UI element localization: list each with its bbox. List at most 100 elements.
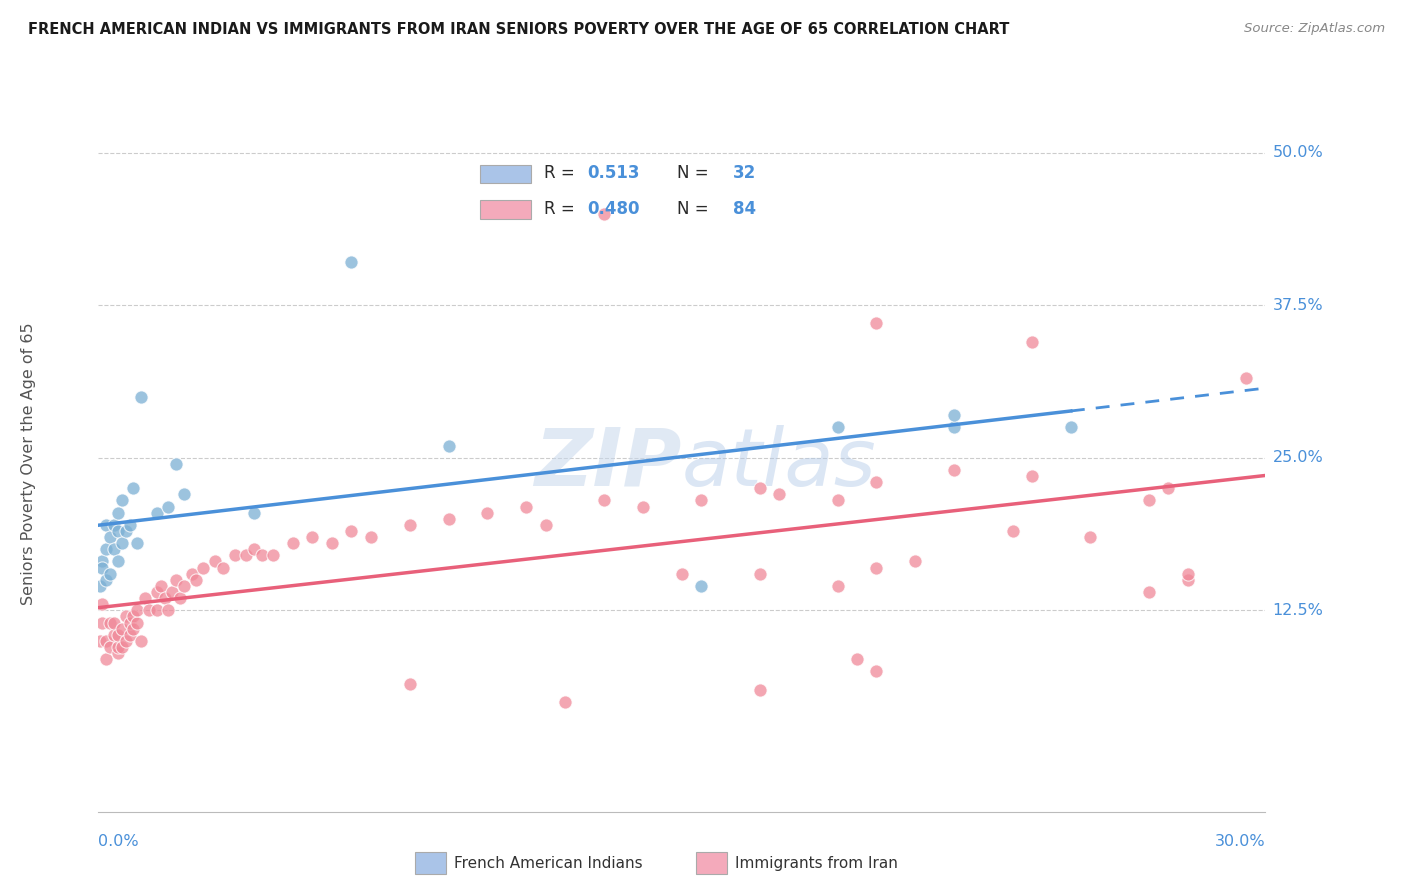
Point [250, 549, 273, 563]
Point [477, 506, 499, 520]
Point [534, 517, 557, 532]
Point [91, 554, 114, 568]
Point [173, 487, 195, 501]
Point [149, 579, 172, 593]
Point [96, 573, 118, 587]
Point [301, 530, 323, 544]
Text: French American Indians: French American Indians [454, 855, 643, 871]
Text: FRENCH AMERICAN INDIAN VS IMMIGRANTS FROM IRAN SENIORS POVERTY OVER THE AGE OF 6: FRENCH AMERICAN INDIAN VS IMMIGRANTS FRO… [28, 22, 1010, 37]
Point [162, 585, 184, 599]
Point [111, 536, 134, 550]
Text: 25.0%: 25.0% [1272, 450, 1323, 466]
Point [690, 579, 713, 593]
Point [165, 573, 187, 587]
Point [169, 591, 191, 606]
Point [554, 695, 576, 709]
Text: 0.0%: 0.0% [98, 834, 139, 849]
Point [243, 542, 266, 557]
Point [1137, 585, 1160, 599]
Point [111, 493, 134, 508]
Point [107, 554, 129, 568]
Point [91, 615, 114, 630]
Point [107, 640, 129, 654]
Point [1177, 573, 1199, 587]
Point [865, 475, 887, 490]
Text: 84: 84 [733, 200, 756, 218]
Point [1080, 530, 1102, 544]
Point [398, 676, 420, 690]
Text: atlas: atlas [682, 425, 877, 503]
Point [118, 615, 141, 630]
Point [114, 633, 136, 648]
Point [340, 255, 363, 269]
Point [1060, 420, 1083, 434]
Point [127, 536, 149, 550]
Point [134, 591, 156, 606]
Point [122, 622, 145, 636]
Point [107, 524, 129, 538]
Text: 30.0%: 30.0% [1215, 834, 1265, 849]
Point [103, 628, 125, 642]
Text: N =: N = [676, 200, 714, 218]
Point [827, 493, 849, 508]
Point [1137, 493, 1160, 508]
Point [138, 603, 160, 617]
Point [98, 566, 121, 581]
Point [107, 628, 129, 642]
Point [321, 536, 343, 550]
Point [107, 506, 129, 520]
FancyBboxPatch shape [479, 165, 531, 184]
Point [865, 317, 887, 331]
Point [1157, 481, 1180, 495]
Point [184, 573, 207, 587]
Point [173, 579, 195, 593]
Point [340, 524, 363, 538]
Point [904, 554, 927, 568]
Text: 12.5%: 12.5% [1272, 603, 1323, 618]
Text: R =: R = [544, 164, 581, 182]
Point [127, 615, 149, 630]
Point [122, 481, 145, 495]
Point [111, 622, 134, 636]
Point [103, 615, 125, 630]
Point [118, 517, 141, 532]
Point [96, 517, 118, 532]
Point [103, 517, 125, 532]
Point [157, 500, 180, 514]
Point [437, 512, 460, 526]
Text: N =: N = [676, 164, 714, 182]
Text: 32: 32 [733, 164, 756, 182]
Point [1021, 469, 1043, 483]
Point [827, 579, 849, 593]
Point [204, 554, 226, 568]
Point [1234, 371, 1257, 385]
Text: 0.480: 0.480 [588, 200, 640, 218]
Point [96, 542, 118, 557]
Point [111, 640, 134, 654]
Point [515, 500, 537, 514]
Text: 37.5%: 37.5% [1272, 298, 1323, 313]
Point [146, 506, 169, 520]
Point [224, 549, 246, 563]
Text: ZIP: ZIP [534, 425, 682, 503]
Point [122, 609, 145, 624]
Point [1021, 334, 1043, 349]
Point [593, 206, 616, 220]
Point [281, 536, 304, 550]
Text: 50.0%: 50.0% [1272, 145, 1323, 160]
Point [690, 493, 713, 508]
Point [398, 517, 420, 532]
Text: Seniors Poverty Over the Age of 65: Seniors Poverty Over the Age of 65 [21, 323, 35, 605]
Point [165, 457, 187, 471]
Point [157, 603, 180, 617]
Point [146, 603, 169, 617]
Point [129, 633, 152, 648]
Point [98, 530, 121, 544]
Point [943, 408, 966, 422]
Point [153, 591, 176, 606]
Point [114, 609, 136, 624]
Point [437, 438, 460, 452]
Point [671, 566, 693, 581]
Point [96, 633, 118, 648]
Point [118, 628, 141, 642]
